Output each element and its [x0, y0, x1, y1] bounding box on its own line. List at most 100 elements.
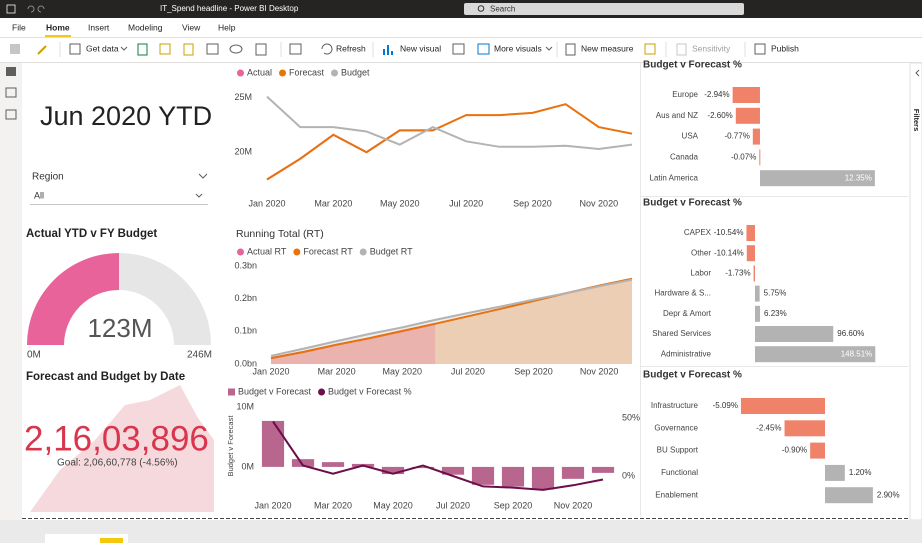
data-view-icon[interactable] — [5, 87, 17, 98]
menu-item[interactable]: File — [12, 22, 26, 32]
bar — [810, 442, 826, 459]
chart-title: Budget v Forecast % — [643, 198, 742, 209]
line-series — [270, 278, 633, 357]
get-data-icon[interactable] — [69, 43, 81, 55]
x-tick-label: Nov 2020 — [554, 500, 593, 510]
legend-swatch — [228, 388, 235, 396]
search-placeholder[interactable]: Search — [490, 5, 515, 14]
slicer-value[interactable]: All — [34, 190, 44, 200]
category-label: Hardware & S... — [655, 289, 711, 298]
ribbon-button[interactable]: Publish — [771, 43, 799, 53]
search-box[interactable] — [464, 3, 744, 15]
transform-data-icon[interactable] — [289, 43, 302, 55]
menu-bar: File Home Insert Modeling View Help — [12, 22, 236, 32]
legend-label: Budget v Forecast % — [328, 386, 412, 396]
legend-label: Budget — [341, 67, 370, 77]
legend-label: Budget v Forecast — [238, 386, 312, 396]
transform-icon[interactable] — [255, 43, 267, 56]
menu-item[interactable]: Home — [46, 22, 70, 32]
more-visuals-icon[interactable] — [477, 43, 490, 55]
bar — [759, 170, 875, 187]
new-visual-icon[interactable] — [383, 45, 393, 55]
expand-filters[interactable] — [915, 69, 920, 77]
area-fill — [271, 279, 632, 364]
chart-title: Budget v Forecast % — [643, 60, 742, 71]
ribbon-button[interactable]: Get data — [86, 43, 119, 53]
ribbon-button[interactable]: More visuals — [494, 43, 542, 53]
x-tick-label: Sep 2020 — [513, 198, 552, 208]
publish-icon[interactable] — [754, 43, 766, 55]
filters-pane[interactable] — [909, 62, 922, 521]
category-label: Aus and NZ — [656, 111, 698, 120]
category-label: Depr & Amort — [663, 309, 712, 318]
slicer-dropdown[interactable] — [195, 193, 203, 198]
value-label: 6.23% — [764, 309, 787, 318]
category-label: Enablement — [655, 490, 698, 499]
legend-swatch — [331, 69, 339, 77]
dataset-icon[interactable] — [159, 43, 171, 55]
format-painter-icon[interactable] — [37, 45, 47, 55]
x-tick-label: Mar 2020 — [314, 198, 352, 208]
value-label: -10.14% — [714, 248, 744, 257]
menu-item[interactable]: Help — [218, 22, 236, 32]
legend-swatch — [237, 69, 244, 77]
legend-label: Forecast RT — [303, 246, 353, 256]
ribbon-button: Sensitivity — [692, 43, 731, 53]
model-view-icon[interactable] — [5, 109, 17, 120]
chevron[interactable] — [120, 46, 128, 51]
save-icon[interactable] — [6, 4, 16, 14]
category-label: Governance — [654, 423, 698, 432]
active-page-indicator — [100, 538, 123, 543]
chevron[interactable] — [545, 46, 553, 51]
enter-data-icon[interactable] — [206, 43, 219, 55]
filters-label[interactable]: Filters — [912, 109, 921, 132]
undo-redo-icons[interactable] — [27, 5, 45, 13]
chart-title: Budget v Forecast % — [643, 370, 742, 381]
sources-icon[interactable] — [229, 44, 243, 54]
bar — [531, 466, 555, 490]
bar — [501, 466, 525, 487]
bar — [735, 107, 760, 124]
text-box-icon[interactable] — [452, 43, 465, 55]
slicer-collapse[interactable] — [198, 173, 208, 179]
x-tick-label: Nov 2020 — [580, 198, 619, 208]
bar — [471, 466, 495, 485]
line-series — [272, 420, 604, 491]
ribbon-button[interactable]: Refresh — [336, 43, 366, 53]
ribbon-button[interactable]: New visual — [400, 43, 441, 53]
menu-item[interactable]: Insert — [88, 22, 110, 32]
page-tab[interactable] — [45, 534, 128, 543]
bar — [754, 326, 834, 342]
value-label: -0.07% — [731, 153, 756, 162]
kpi-value: 2,16,03,896 — [24, 419, 209, 458]
x-tick-label: Jul 2020 — [449, 198, 483, 208]
excel-icon[interactable] — [137, 43, 148, 56]
y2-tick-label: 50% — [622, 412, 640, 422]
bar — [746, 245, 755, 262]
line-series — [266, 103, 633, 181]
value-label: 148.51% — [841, 349, 873, 358]
y-axis-title: Budget v Forecast — [226, 415, 235, 477]
gauge-min-label: 0M — [27, 350, 41, 361]
bar — [591, 466, 615, 473]
refresh-icon[interactable] — [321, 43, 333, 55]
menu-item[interactable]: Modeling — [128, 22, 163, 32]
ribbon: Get data Refresh New visual More visuals… — [10, 42, 799, 57]
paste-icon[interactable] — [10, 44, 20, 54]
ribbon-button[interactable]: New measure — [581, 43, 634, 53]
report-view-icon[interactable] — [6, 67, 16, 76]
bar — [740, 398, 826, 414]
value-label: -2.94% — [704, 90, 729, 99]
x-tick-label: May 2020 — [383, 366, 423, 376]
menu-item[interactable]: View — [182, 22, 201, 32]
x-tick-label: Mar 2020 — [314, 500, 352, 510]
value-label: -0.90% — [782, 446, 807, 455]
dataflow-icon[interactable] — [183, 43, 194, 56]
x-tick-label: May 2020 — [380, 198, 420, 208]
kpi-trend — [30, 385, 214, 512]
y-tick-label: 25M — [234, 92, 252, 102]
quick-measure-icon[interactable] — [644, 43, 656, 55]
new-measure-icon[interactable] — [565, 43, 576, 56]
bar — [753, 265, 755, 282]
legend-label: Actual — [247, 67, 272, 77]
